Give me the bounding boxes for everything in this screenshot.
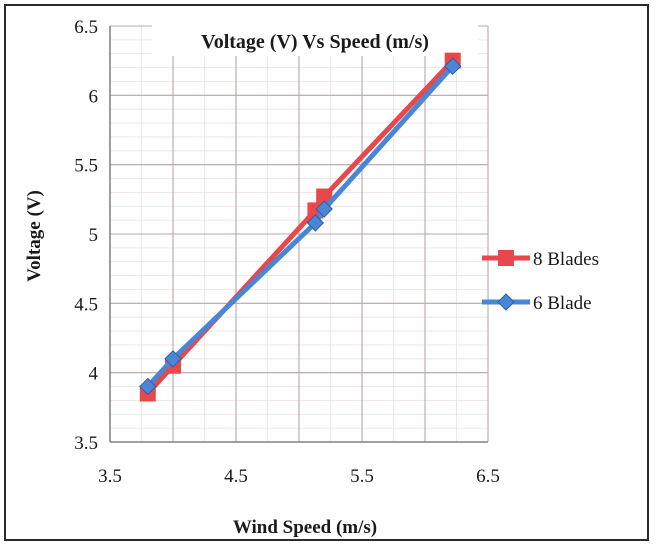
- series-line-1: [145, 58, 456, 396]
- x-tick-label: 6.5: [476, 466, 500, 487]
- legend-label-2: 6 Blade: [533, 293, 592, 314]
- data-point-2: [444, 57, 462, 75]
- series-layer: [139, 52, 462, 402]
- chart-frame: [4, 4, 649, 541]
- chart-title: Voltage (V) Vs Speed (m/s): [201, 31, 429, 53]
- x-tick-label: 3.5: [98, 466, 122, 487]
- data-point-2: [315, 200, 333, 218]
- y-tick-label: 4.5: [74, 294, 98, 315]
- x-tick-label: 4.5: [224, 466, 248, 487]
- legend-label-1: 8 Blades: [533, 249, 599, 270]
- y-tick-label: 6: [89, 86, 99, 107]
- legend-marker-1: [498, 250, 514, 266]
- axes: [109, 26, 488, 443]
- legend-marker-2: [497, 293, 515, 311]
- y-tick-label: 6.5: [74, 17, 98, 38]
- legend: 8 Blades 6 Blade: [482, 249, 599, 314]
- data-point-2: [306, 214, 325, 232]
- data-point-2: [164, 350, 182, 368]
- y-axis-label: Voltage (V): [24, 190, 45, 282]
- data-point-2: [139, 377, 157, 396]
- data-point-1: [316, 188, 333, 205]
- x-tick-label: 5.5: [350, 466, 374, 487]
- title-background: [152, 24, 478, 56]
- y-tick-label: 3.5: [74, 433, 98, 454]
- y-tick-label: 5: [89, 225, 99, 246]
- y-tick-label: 5.5: [74, 156, 98, 177]
- tick-labels: 3.5 4 4.5 5 5.5 6 6.5 3.5 4.5 5.5 6.5: [74, 17, 500, 487]
- y-tick-label: 4: [89, 364, 99, 385]
- x-axis-label: Wind Speed (m/s): [233, 517, 377, 538]
